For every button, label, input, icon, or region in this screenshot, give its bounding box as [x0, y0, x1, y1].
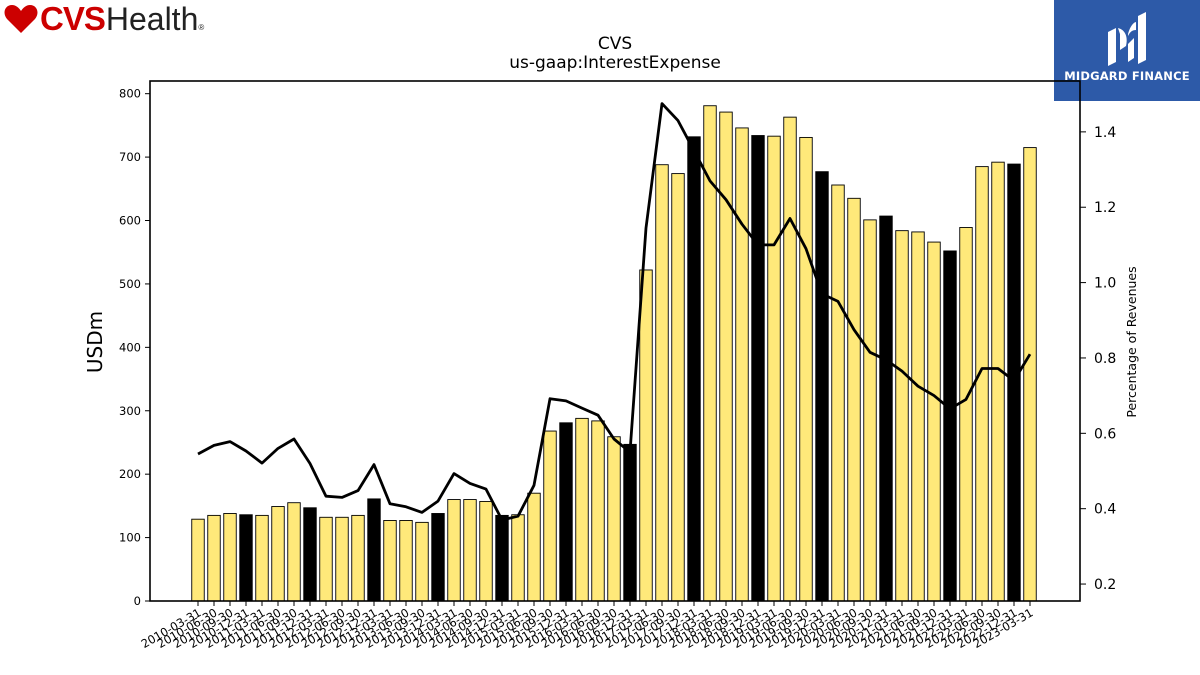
- bar-2021-12-31: [943, 250, 957, 602]
- bar-2021-09-30: [927, 241, 941, 602]
- bar-2018-09-30: [735, 127, 749, 602]
- revenue-pct-line: [197, 102, 1032, 522]
- x-axis: 2010-03-312010-06-302010-09-302010-12-31…: [139, 601, 1036, 651]
- bar-2021-03-31: [895, 230, 909, 602]
- midgard-finance-logo: MIDGARD FINANCE: [1054, 0, 1200, 101]
- bar-2018-12-31: [751, 135, 765, 602]
- bar-2011-12-31: [303, 507, 317, 602]
- bar-2017-09-30: [671, 173, 685, 602]
- y-tick-label: 100: [119, 531, 141, 545]
- registered-mark: ®: [198, 23, 205, 32]
- bar-2022-06-30: [975, 166, 989, 602]
- midgard-logo-icon: [1108, 12, 1146, 66]
- publisher-name: MIDGARD FINANCE: [1064, 69, 1190, 83]
- y2-tick-label: 0.4: [1094, 502, 1116, 518]
- bar-2012-03-31: [319, 516, 333, 602]
- bar-2011-09-30: [287, 502, 301, 602]
- bar-2014-12-31: [495, 514, 509, 602]
- bar-2015-09-30: [543, 430, 557, 602]
- bar-2014-06-30: [463, 499, 477, 602]
- bar-2016-03-31: [575, 417, 589, 602]
- bar-2010-06-30: [207, 514, 221, 602]
- revenue-pct-series: [197, 102, 1032, 522]
- bar-2010-03-31: [191, 518, 205, 602]
- bar-2011-03-31: [255, 514, 269, 602]
- bar-2010-12-31: [239, 514, 253, 602]
- bar-series: [191, 105, 1037, 602]
- bar-2016-06-30: [591, 420, 605, 602]
- y-tick-label: 500: [119, 277, 141, 291]
- bar-2020-12-31: [879, 215, 893, 602]
- bar-2013-03-31: [383, 520, 397, 602]
- bar-2019-12-31: [815, 171, 829, 602]
- bar-2021-06-30: [911, 231, 925, 602]
- bar-2020-06-30: [847, 197, 861, 602]
- bar-2018-06-30: [719, 111, 733, 602]
- bar-2022-03-31: [959, 227, 973, 602]
- bar-2014-03-31: [447, 499, 461, 602]
- plot-frame: [149, 80, 1081, 602]
- bar-2011-06-30: [271, 506, 285, 602]
- y2-tick-label: 0.6: [1094, 426, 1116, 442]
- bar-2020-03-31: [831, 184, 845, 602]
- y-tick-label: 600: [119, 214, 141, 228]
- bar-2015-12-31: [559, 422, 573, 602]
- logo-suffix-text: Health: [105, 0, 199, 37]
- bar-2017-12-31: [687, 136, 701, 602]
- bar-2020-09-30: [863, 219, 877, 602]
- y-tick-label: 200: [119, 467, 141, 481]
- bar-2019-09-30: [799, 136, 813, 602]
- bar-2023-03-31: [1023, 147, 1037, 602]
- bar-2017-03-31: [639, 269, 653, 602]
- y2-tick-label: 0.8: [1094, 351, 1116, 367]
- bar-2015-03-31: [511, 514, 525, 602]
- bar-2013-12-31: [431, 513, 445, 602]
- bar-2019-06-30: [783, 116, 797, 602]
- bar-2016-09-30: [607, 436, 621, 602]
- chart-subtitle: us-gaap:InterestExpense: [509, 53, 721, 73]
- bar-2016-12-31: [623, 443, 637, 602]
- y2-tick-label: 1.4: [1094, 125, 1116, 141]
- y-tick-label: 400: [119, 340, 141, 354]
- bar-2022-09-30: [991, 161, 1005, 602]
- bar-2012-06-30: [335, 516, 349, 602]
- bar-2013-06-30: [399, 520, 413, 602]
- y2-axis-label: Percentage of Revenues: [1124, 266, 1139, 417]
- y-tick-label: 700: [119, 150, 141, 164]
- bar-2010-09-30: [223, 513, 237, 602]
- cvs-health-logo: CVS Health ®: [4, 0, 205, 37]
- y-tick-label: 800: [119, 87, 141, 101]
- bar-2015-06-30: [527, 492, 541, 602]
- bar-2014-09-30: [479, 500, 493, 602]
- y2-tick-label: 1.0: [1094, 276, 1116, 292]
- y2-tick-label: 0.2: [1094, 577, 1116, 593]
- bar-2017-06-30: [655, 164, 669, 602]
- y2-tick-label: 1.2: [1094, 200, 1116, 216]
- bar-2012-09-30: [351, 514, 365, 602]
- y-tick-label: 0: [134, 594, 141, 608]
- bar-2022-12-31: [1007, 163, 1021, 602]
- bar-2019-03-31: [767, 135, 781, 602]
- y-axis: 0 100 200 300 400 500 600 700 800: [119, 87, 150, 608]
- y-tick-label: 300: [119, 404, 141, 418]
- bar-2013-09-30: [415, 521, 429, 602]
- logo-brand-text: CVS: [40, 0, 106, 37]
- y-axis-label: USDm: [83, 311, 107, 373]
- y2-axis: 0.2 0.4 0.6 0.8 1.0 1.2 1.4: [1080, 125, 1116, 593]
- chart-title: CVS: [598, 34, 632, 54]
- heart-icon: [4, 5, 38, 33]
- bar-2012-12-31: [367, 498, 381, 602]
